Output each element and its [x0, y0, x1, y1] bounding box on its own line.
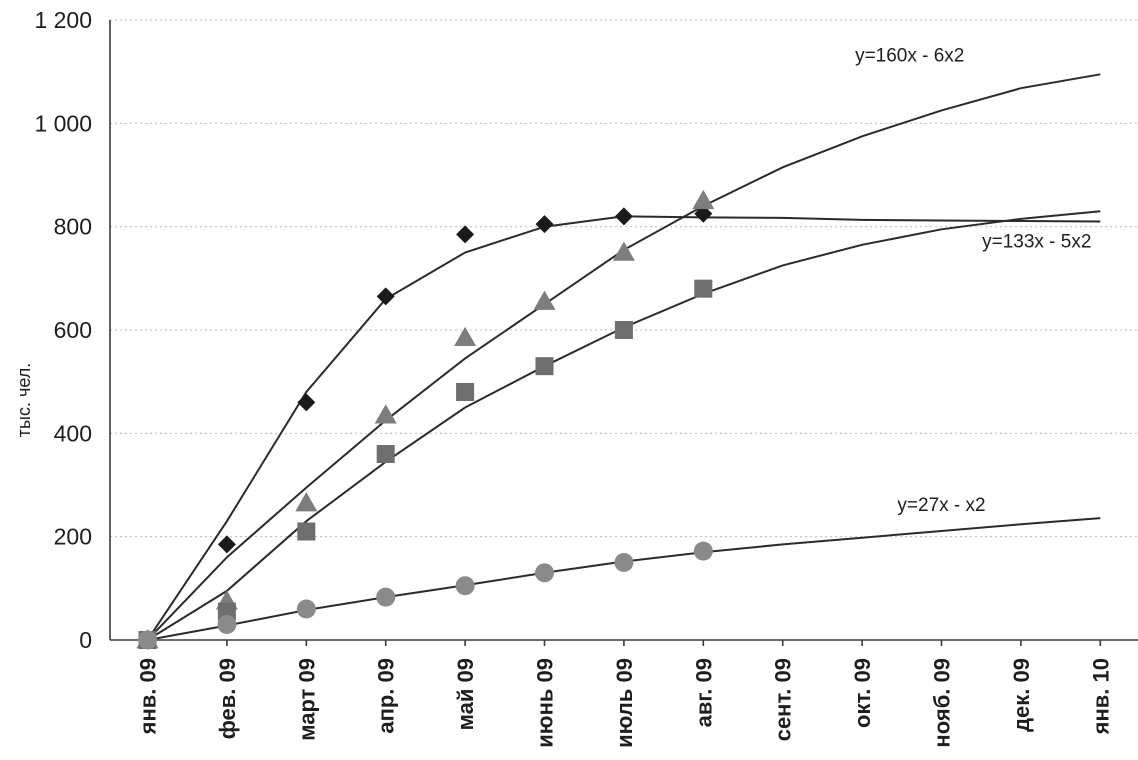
y-tick-label: 1 200 — [34, 7, 92, 33]
data-point-circle — [138, 630, 157, 650]
x-tick-label: окт. 09 — [850, 658, 875, 728]
data-point-diamond — [694, 204, 713, 223]
trend-equations: y=160x - 6x2 y=133x - 5x2 y=27x - x2 — [855, 45, 1091, 516]
x-tick-label: янв. 10 — [1088, 658, 1113, 735]
x-tick-label: янв. 09 — [136, 658, 161, 735]
trendline — [146, 210, 1101, 641]
data-point-circle — [535, 563, 554, 583]
data-point-diamond — [297, 393, 316, 412]
data-point-square — [376, 445, 395, 463]
trend-equation-label: y=27x - x2 — [897, 495, 985, 516]
data-point-square — [614, 321, 633, 339]
trendline — [146, 215, 1101, 641]
data-point-square — [535, 357, 554, 376]
data-point-circle — [693, 541, 713, 561]
x-tick-label: май 09 — [453, 658, 478, 730]
x-tick-label: март 09 — [294, 658, 319, 741]
y-tick-label: 400 — [54, 420, 92, 446]
data-point-diamond — [376, 287, 395, 306]
x-tick-label: нояб. 09 — [930, 658, 955, 748]
data-point-triangle — [612, 241, 635, 261]
data-point-diamond — [614, 207, 633, 226]
data-point-triangle — [454, 326, 477, 346]
data-point-triangle — [692, 189, 715, 210]
y-tick-label: 200 — [54, 524, 92, 550]
data-point-circle — [614, 553, 634, 572]
y-axis-title: тыс. чел. — [14, 363, 34, 437]
data-point-circle — [296, 599, 316, 619]
data-point-square — [297, 522, 316, 541]
data-point-square — [456, 383, 475, 401]
data-point-circle — [376, 587, 396, 607]
x-tick-label: июнь 09 — [533, 658, 558, 748]
x-tick-label: дек. 09 — [1009, 658, 1034, 732]
y-tick-label: 1 000 — [34, 110, 92, 136]
data-point-triangle — [374, 404, 397, 424]
x-tick-label: фев. 09 — [215, 658, 240, 739]
data-point-circle — [455, 576, 475, 596]
data-point-triangle — [533, 290, 556, 310]
data-point-circle — [217, 615, 237, 634]
data-points — [136, 189, 715, 650]
data-point-square — [694, 279, 713, 298]
y-tick-label: 600 — [54, 317, 92, 343]
x-tick-label: сент. 09 — [771, 658, 796, 741]
x-tick-label: апр. 09 — [374, 658, 399, 734]
x-tick-labels: янв. 09 фев. 09 март 09 апр. 09 май 09 июнь 0… — [136, 640, 1113, 748]
y-tick-label: 0 — [79, 627, 92, 653]
y-tick-label: 800 — [54, 214, 92, 240]
x-tick-label: июль 09 — [612, 658, 637, 748]
trend-equation-label: y=133x - 5x2 — [982, 231, 1091, 252]
data-point-square — [217, 602, 236, 621]
trend-equation-label: y=160x - 6x2 — [855, 45, 964, 66]
data-point-triangle — [295, 492, 318, 512]
x-tick-label: авг. 09 — [691, 658, 716, 727]
data-point-diamond — [217, 535, 236, 554]
data-point-diamond — [456, 225, 475, 244]
y-tick-labels: 0 200 400 600 800 1 000 1 200 — [34, 7, 92, 653]
data-point-diamond — [535, 215, 554, 234]
